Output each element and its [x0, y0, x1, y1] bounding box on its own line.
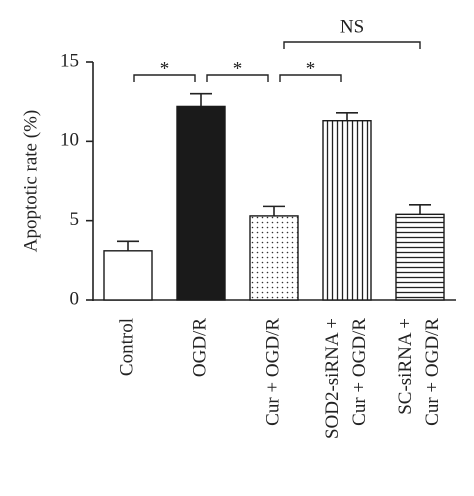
- y-tick-label: 10: [60, 130, 79, 151]
- significance-bracket: [283, 41, 421, 49]
- significance-bracket: [279, 74, 342, 82]
- x-tick-label: Control: [116, 318, 137, 376]
- significance-label: *: [233, 58, 243, 79]
- x-tick-label: SC-siRNA +: [395, 318, 416, 415]
- bar: [103, 250, 153, 301]
- y-tick-label: 0: [70, 288, 80, 309]
- x-tick-label: OGD/R: [189, 318, 210, 377]
- bar: [176, 105, 226, 301]
- bar: [322, 120, 372, 301]
- significance-label: *: [306, 58, 316, 79]
- significance-bracket: [133, 74, 196, 82]
- bar: [249, 215, 299, 301]
- significance-label: NS: [340, 16, 364, 37]
- x-tick-label: Cur + OGD/R: [262, 318, 283, 426]
- x-tick-label: Cur + OGD/R: [349, 318, 370, 426]
- significance-label: *: [160, 58, 170, 79]
- y-tick-label: 15: [60, 50, 79, 71]
- bar: [395, 213, 445, 301]
- x-tick-label: Cur + OGD/R: [422, 318, 443, 426]
- y-tick-label: 5: [70, 209, 80, 230]
- y-axis-label: Apoptotic rate (%): [20, 110, 41, 252]
- x-tick-label: SOD2-siRNA +: [322, 318, 343, 439]
- significance-bracket: [206, 74, 269, 82]
